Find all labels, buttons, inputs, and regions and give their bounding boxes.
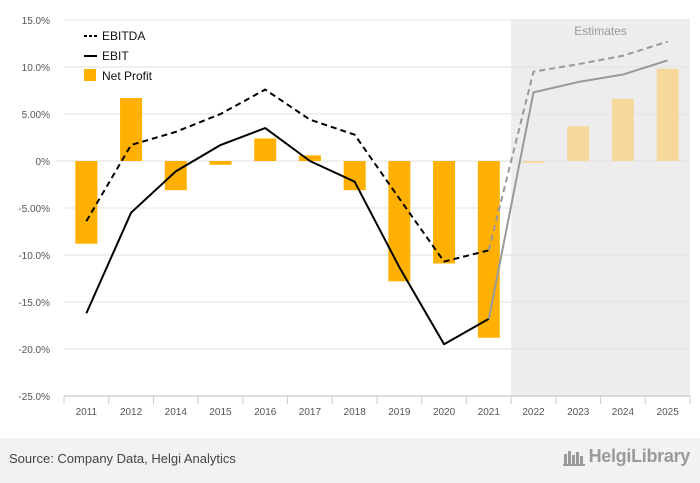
x-tick-label: 2017 (299, 407, 322, 418)
chart-svg: Estimates 15.0% 10.0% 5.00% 0% -5.00% -10.0% -… (18, 16, 691, 418)
x-axis: 2011 2012 2014 2015 2016 2017 2018 2019 2020 2021… (63, 395, 691, 418)
y-tick-label: 0% (36, 157, 51, 168)
net-profit-bar (522, 161, 545, 163)
x-tick-label: 2021 (478, 407, 501, 418)
brand-name: HelgiLibrary (588, 446, 691, 466)
x-tick-label: 2016 (254, 407, 277, 418)
x-tick-label: 2015 (209, 407, 232, 418)
x-tick-label: 2019 (388, 407, 411, 418)
y-tick-label: -10.0% (18, 251, 50, 262)
y-tick-label: -15.0% (18, 298, 50, 309)
net-profit-bar (164, 161, 187, 191)
net-profit-bar (611, 98, 634, 161)
legend-net-profit-label: Net Profit (102, 69, 153, 83)
legend-ebit-label: EBIT (102, 49, 129, 63)
ebitda-line-estimate (487, 40, 668, 251)
x-tick-label: 2025 (657, 407, 680, 418)
net-profit-bar (254, 138, 277, 161)
series-lines (85, 40, 668, 346)
legend-ebitda-label: EBITDA (102, 29, 145, 43)
net-profit-bar (120, 98, 143, 161)
estimates-label: Estimates (574, 24, 627, 38)
legend-net-profit-symbol (84, 69, 96, 81)
ebit-line-estimate (487, 59, 668, 320)
net-profit-bars (75, 68, 679, 338)
x-tick-label: 2011 (76, 407, 98, 418)
y-tick-label: 15.0% (22, 16, 50, 27)
net-profit-bar (388, 161, 411, 282)
y-tick-label: -25.0% (18, 392, 50, 403)
y-tick-label: 10.0% (22, 63, 50, 74)
x-tick-label: 2020 (433, 407, 456, 418)
net-profit-bar (298, 155, 321, 161)
x-tick-label: 2024 (612, 407, 635, 418)
ebit-line-actual (85, 127, 490, 346)
y-tick-label: -20.0% (18, 345, 50, 356)
source-note: Source: Company Data, Helgi Analytics (9, 451, 236, 466)
net-profit-bar (567, 126, 590, 161)
chart-area: Estimates 15.0% 10.0% 5.00% 0% -5.00% -10.0% -… (18, 16, 691, 418)
x-tick-label: 2022 (522, 407, 545, 418)
y-tick-label: 5.00% (22, 110, 50, 121)
net-profit-bar (433, 161, 456, 264)
brand-logo[interactable]: HelgiLibrary (562, 446, 691, 467)
x-tick-label: 2014 (165, 407, 188, 418)
net-profit-bar (75, 161, 98, 244)
legend: EBITDA EBIT Net Profit (84, 29, 153, 83)
x-tick-label: 2012 (120, 407, 143, 418)
x-tick-label: 2023 (567, 407, 590, 418)
ebitda-line-actual (85, 88, 490, 263)
y-axis-tick-labels: 15.0% 10.0% 5.00% 0% -5.00% -10.0% -15.0% -20.0… (18, 16, 50, 403)
x-tick-label: 2018 (344, 407, 367, 418)
net-profit-bar (343, 161, 366, 191)
net-profit-bar (656, 68, 679, 161)
net-profit-bar (209, 161, 232, 165)
footer: Source: Company Data, Helgi Analytics He… (0, 438, 700, 483)
library-icon (562, 450, 585, 466)
y-tick-label: -5.00% (18, 204, 50, 215)
